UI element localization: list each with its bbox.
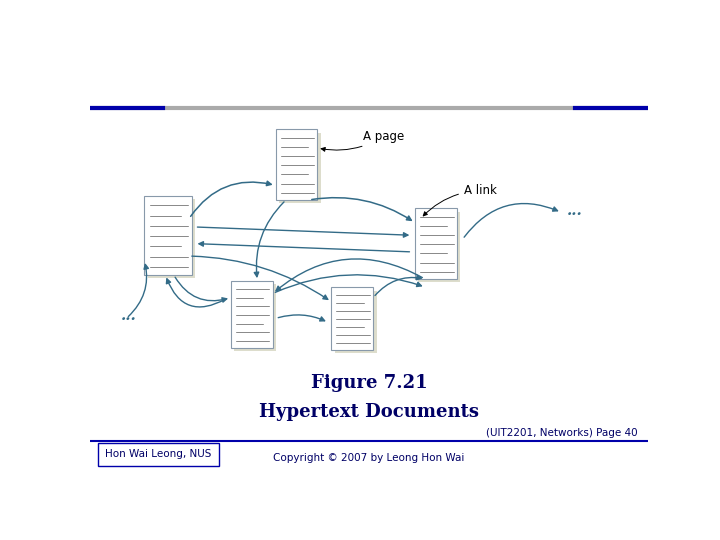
Text: (UIT2201, Networks) Page 40: (UIT2201, Networks) Page 40 [486,428,638,438]
Text: ...: ... [567,204,582,218]
FancyBboxPatch shape [276,129,318,200]
FancyBboxPatch shape [231,281,273,348]
Text: Hypertext Documents: Hypertext Documents [259,403,479,421]
FancyBboxPatch shape [145,196,192,275]
FancyBboxPatch shape [335,291,377,353]
Text: A link: A link [423,184,497,216]
Text: ...: ... [121,309,137,323]
Text: Copyright © 2007 by Leong Hon Wai: Copyright © 2007 by Leong Hon Wai [274,453,464,463]
FancyBboxPatch shape [148,199,195,278]
FancyBboxPatch shape [418,212,460,282]
Text: Figure 7.21: Figure 7.21 [311,374,427,392]
Text: A page: A page [321,130,405,151]
FancyBboxPatch shape [234,285,276,351]
Text: Hon Wai Leong, NUS: Hon Wai Leong, NUS [105,449,212,460]
FancyBboxPatch shape [331,287,373,349]
FancyBboxPatch shape [99,443,219,466]
FancyBboxPatch shape [279,133,320,203]
FancyBboxPatch shape [415,208,457,279]
